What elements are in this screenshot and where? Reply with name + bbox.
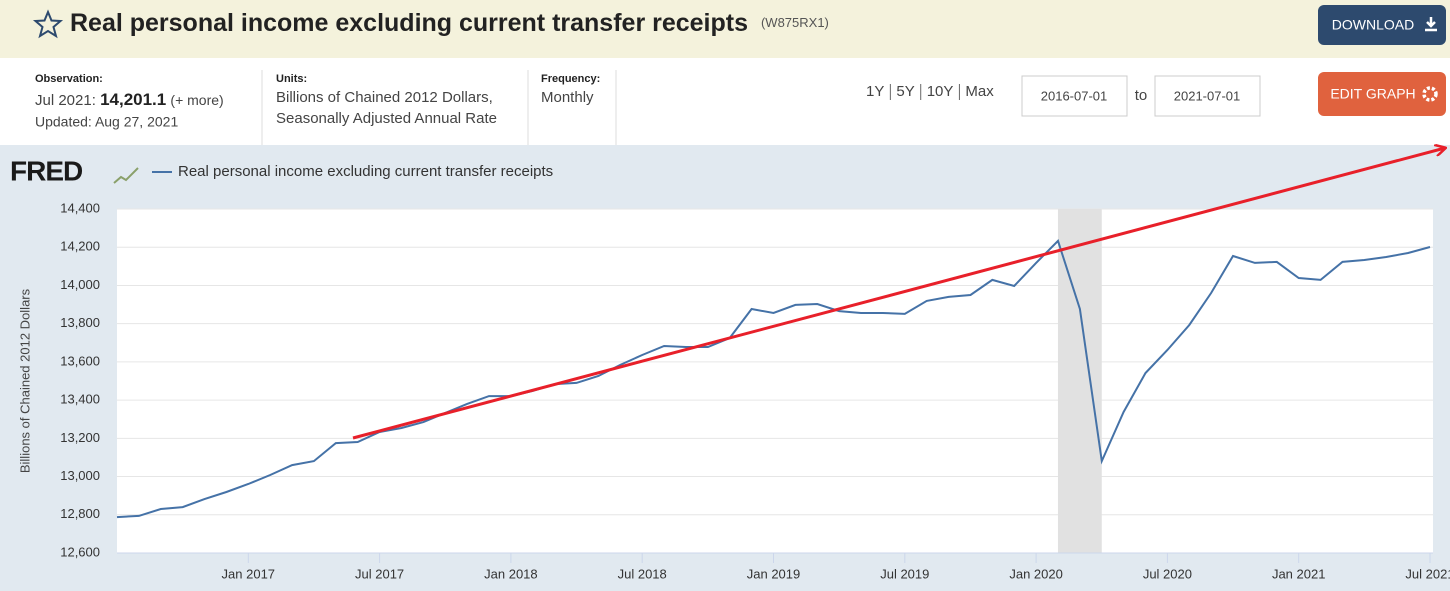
x-tick-label: Jan 2017 <box>222 566 276 581</box>
y-tick-label: 14,000 <box>60 277 100 292</box>
y-tick-label: 13,600 <box>60 353 100 368</box>
page-title: Real personal income excluding current t… <box>70 9 829 37</box>
fred-logo: FRED <box>10 155 83 186</box>
x-tick-label: Jan 2020 <box>1009 566 1063 581</box>
favorite-star[interactable] <box>32 9 64 39</box>
header-band <box>0 0 1450 58</box>
observation-date: Jul 2021: <box>35 92 96 109</box>
series-line <box>116 239 1431 519</box>
units-line: Billions of Chained 2012 Dollars, <box>276 89 493 106</box>
range-buttons: 1Y 5Y 10Y Max <box>866 83 994 100</box>
download-button[interactable]: DOWNLOAD <box>1318 5 1446 45</box>
legend-label: Real personal income excluding current t… <box>178 163 553 180</box>
edit-graph-bg[interactable] <box>1318 72 1446 116</box>
annotation-arrow <box>352 148 1445 440</box>
x-tick-label: Jan 2018 <box>484 566 538 581</box>
y-tick-label: 13,000 <box>60 468 100 483</box>
range-button[interactable]: 10Y <box>927 83 954 100</box>
edit-graph-button[interactable]: EDIT GRAPH <box>1318 72 1446 116</box>
download-label[interactable]: DOWNLOAD <box>1332 17 1414 33</box>
logo-icon <box>113 167 139 184</box>
x-tick-label: Jul 2021 <box>1405 566 1450 581</box>
y-tick-label: 13,400 <box>60 392 100 407</box>
frequency: Monthly <box>541 89 594 106</box>
start-date-input[interactable] <box>1021 75 1128 117</box>
download-bg[interactable] <box>1318 5 1446 45</box>
frequency-label: Frequency: <box>541 73 600 85</box>
y-axis-label: Billions of Chained 2012 Dollars <box>17 288 32 473</box>
observation: Jul 2021: 14,201.1 (+ more) <box>35 90 224 109</box>
more-link[interactable]: (+ more) <box>170 92 223 108</box>
plot: 12,600 12,800 13,000 13,200 13,400 13,600 13,8… <box>17 200 1450 581</box>
y-tick-label: 14,400 <box>60 200 100 215</box>
updated: Updated: Aug 27, 2021 <box>35 114 178 130</box>
range-button[interactable]: 1Y <box>866 83 884 100</box>
series-id: (W875RX1) <box>761 15 829 30</box>
gear-icon <box>1422 86 1438 102</box>
units-line: Seasonally Adjusted Annual Rate <box>276 110 497 127</box>
plot-area <box>117 209 1433 553</box>
x-tick-label: Jul 2019 <box>880 566 929 581</box>
range-button[interactable]: Max <box>965 83 994 100</box>
start-date[interactable]: 2016-07-01 <box>1041 88 1108 103</box>
title-text: Real personal income excluding current t… <box>70 9 748 37</box>
x-tick-label: Jan 2019 <box>747 566 801 581</box>
y-tick-label: 13,800 <box>60 315 100 330</box>
y-tick-label: 14,200 <box>60 239 100 254</box>
observation-value: 14,201.1 <box>100 90 166 109</box>
download-icon <box>1425 17 1437 32</box>
end-date[interactable]: 2021-07-01 <box>1174 88 1241 103</box>
to-label: to <box>1135 87 1148 104</box>
y-tick-label: 12,800 <box>60 506 100 521</box>
edit-graph-label[interactable]: EDIT GRAPH <box>1330 86 1415 102</box>
y-tick-label: 13,200 <box>60 430 100 445</box>
range-button[interactable]: 5Y <box>896 83 914 100</box>
end-date-input[interactable] <box>1154 75 1261 117</box>
x-tick-label: Jul 2017 <box>355 566 404 581</box>
units-label: Units: <box>276 73 307 85</box>
x-tick-label: Jul 2020 <box>1143 566 1192 581</box>
x-tick-label: Jul 2018 <box>618 566 667 581</box>
observation-label: Observation: <box>35 73 103 85</box>
x-tick-label: Jan 2021 <box>1272 566 1326 581</box>
y-tick-label: 12,600 <box>60 544 100 559</box>
